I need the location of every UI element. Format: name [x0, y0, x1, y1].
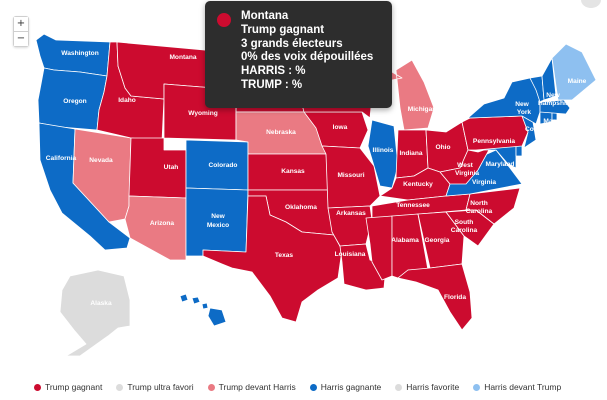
label-maryland: Maryland [486, 161, 515, 168]
legend-item-harris-favorite[interactable]: Harris favorite [395, 382, 459, 392]
zoom-divider [14, 31, 28, 32]
tooltip-counted: 0% des voix dépouillées [241, 51, 374, 64]
label-new-york-2: York [517, 109, 532, 116]
state-west-virginia[interactable] [439, 147, 491, 185]
state-florida[interactable] [397, 263, 473, 331]
label-west-virginia-2: Virginia [455, 170, 479, 177]
legend-label: Harris devant Trump [484, 382, 562, 392]
label-nebraska: Nebraska [266, 129, 296, 136]
state-illinois[interactable] [367, 119, 399, 189]
tooltip-trump: TRUMP : % [241, 78, 303, 91]
label-virginia: Virginia [472, 179, 496, 186]
tooltip-electors: 3 grands électeurs [241, 37, 343, 50]
label-illinois: Illinois [373, 147, 394, 154]
legend-swatch [309, 383, 317, 391]
label-north-carolina-1: North [470, 200, 488, 207]
label-new-hampshire-1: New [546, 92, 560, 99]
state-missouri[interactable] [321, 145, 381, 209]
label-new-hampshire-2: Hampshire [538, 100, 572, 107]
label-arkansas: Arkansas [336, 210, 366, 217]
label-oregon: Oregon [63, 98, 86, 105]
state-maine[interactable] [551, 43, 597, 101]
label-california: California [46, 155, 77, 162]
label-oklahoma: Oklahoma [285, 204, 317, 211]
legend-swatch [207, 383, 215, 391]
label-michigan: Michigan [408, 106, 437, 113]
state-tooltip: Montana Trump gagnant 3 grands électeurs… [205, 1, 392, 108]
legend-label: Trump ultra favori [127, 382, 194, 392]
state-alaska[interactable] [59, 269, 131, 357]
zoom-out-button[interactable]: − [14, 32, 28, 46]
legend-item-trump-lead[interactable]: Trump devant Harris [207, 382, 296, 392]
tooltip-status: Trump gagnant [241, 23, 325, 36]
label-tennessee: Tennessee [396, 202, 430, 209]
label-ohio: Ohio [435, 144, 450, 151]
label-colorado: Colorado [209, 162, 238, 169]
legend: Trump gagnant Trump ultra favori Trump d… [34, 382, 561, 392]
label-texas: Texas [275, 252, 294, 259]
state-hawaii[interactable] [179, 293, 227, 327]
label-connecticut: Connecticut [525, 126, 564, 133]
label-alaska: Alaska [90, 300, 112, 307]
label-utah: Utah [164, 164, 179, 171]
label-washington: Washington [61, 50, 98, 57]
label-new-mexico-2: Mexico [207, 222, 229, 229]
label-idaho: Idaho [118, 97, 136, 104]
label-alabama: Alabama [391, 237, 419, 244]
label-new-york-1: New [515, 101, 529, 108]
tooltip-status-dot [217, 13, 231, 27]
label-indiana: Indiana [399, 150, 422, 157]
label-kentucky: Kentucky [403, 181, 433, 188]
label-arizona: Arizona [150, 220, 175, 227]
legend-swatch [116, 383, 124, 391]
zoom-controls: + − [13, 16, 29, 47]
tooltip-harris: HARRIS : % [241, 65, 306, 78]
legend-item-trump-favorite[interactable]: Trump ultra favori [116, 382, 194, 392]
legend-label: Harris favorite [406, 382, 460, 392]
label-massachusetts: Massachusetts [543, 118, 591, 125]
tooltip-state-name: Montana [241, 10, 289, 22]
label-south-carolina-2: Carolina [451, 227, 478, 234]
legend-label: Trump devant Harris [218, 382, 296, 392]
legend-item-harris-win[interactable]: Harris gagnante [309, 382, 382, 392]
legend-label: Trump gagnant [45, 382, 103, 392]
label-west-virginia-1: West [457, 162, 473, 169]
state-new-hampshire[interactable] [541, 57, 557, 101]
legend-item-trump-win[interactable]: Trump gagnant [34, 382, 102, 392]
corner-badge [581, 0, 601, 8]
legend-label: Harris gagnante [320, 382, 382, 392]
label-wyoming: Wyoming [188, 110, 218, 117]
label-south-carolina-1: South [455, 219, 474, 226]
label-maine: Maine [568, 78, 587, 85]
legend-swatch [395, 383, 403, 391]
state-texas[interactable] [202, 195, 343, 323]
label-georgia: Georgia [425, 237, 450, 244]
legend-item-harris-lead[interactable]: Harris devant Trump [473, 382, 561, 392]
label-kansas: Kansas [281, 168, 305, 175]
legend-swatch [34, 383, 41, 391]
state-louisiana[interactable] [339, 243, 387, 291]
state-arizona[interactable] [124, 195, 187, 261]
label-nevada: Nevada [89, 157, 113, 164]
state-georgia[interactable] [417, 211, 465, 269]
label-florida: Florida [444, 294, 466, 301]
zoom-in-button[interactable]: + [14, 17, 28, 31]
state-vermont[interactable] [529, 75, 545, 103]
label-louisiana: Louisiana [335, 251, 366, 258]
label-new-mexico-1: New [211, 213, 225, 220]
label-montana: Montana [169, 54, 196, 61]
label-missouri: Missouri [337, 172, 364, 179]
label-iowa: Iowa [333, 124, 348, 131]
label-north-carolina-2: Carolina [466, 208, 493, 215]
legend-swatch [473, 383, 481, 391]
label-pennsylvania: Pennsylvania [473, 138, 515, 145]
